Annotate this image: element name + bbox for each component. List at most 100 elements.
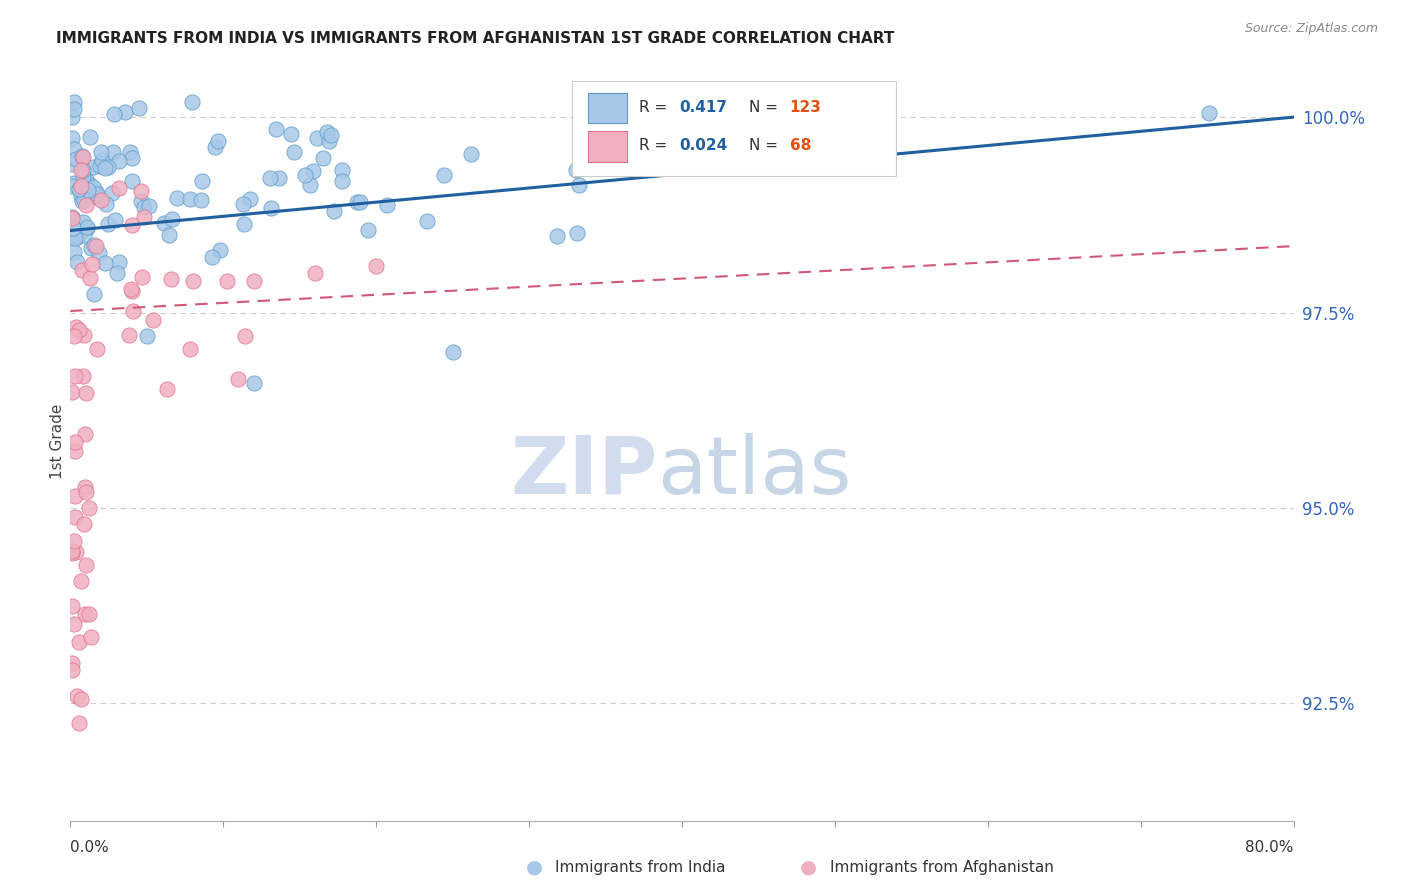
Point <box>105 266 128 280</box>
Text: Immigrants from Afghanistan: Immigrants from Afghanistan <box>830 860 1053 874</box>
Point <box>66 229 89 244</box>
Point <box>312 151 335 165</box>
Point <box>80 631 103 645</box>
Point <box>84 189 107 203</box>
Point <box>160 212 183 227</box>
Point <box>107 154 129 169</box>
Point <box>60 110 83 124</box>
Point <box>208 244 231 258</box>
Point <box>460 147 482 161</box>
Point <box>416 213 439 227</box>
Point <box>243 274 266 288</box>
Point <box>70 262 93 277</box>
Point <box>94 255 117 269</box>
Point <box>83 238 105 252</box>
Point <box>65 152 87 166</box>
Text: 0.0%: 0.0% <box>70 840 110 855</box>
Point <box>153 216 176 230</box>
Text: 80.0%: 80.0% <box>1246 840 1294 855</box>
Point <box>166 191 188 205</box>
Point <box>100 186 122 200</box>
Point <box>60 157 83 171</box>
Point <box>179 193 201 207</box>
Point <box>131 270 153 285</box>
Point <box>76 183 98 197</box>
Text: ●: ● <box>526 857 543 877</box>
Point <box>366 259 388 273</box>
Text: ZIP: ZIP <box>510 433 658 511</box>
Point <box>302 164 325 178</box>
Point <box>73 194 96 208</box>
Point <box>62 142 84 156</box>
Point <box>63 617 86 632</box>
Point <box>69 574 91 589</box>
Point <box>77 500 100 515</box>
Point <box>60 663 83 677</box>
Point <box>60 599 83 613</box>
Point <box>207 135 229 149</box>
Point <box>72 369 94 384</box>
Point <box>239 192 262 206</box>
Point <box>67 635 90 649</box>
Point <box>87 245 110 260</box>
Point <box>226 372 249 386</box>
Point <box>62 102 84 116</box>
Point <box>305 131 328 145</box>
Point <box>89 159 111 173</box>
Text: R =: R = <box>640 100 672 115</box>
Point <box>63 176 86 190</box>
Point <box>63 231 86 245</box>
Point <box>569 153 592 167</box>
Point <box>565 162 588 177</box>
Point <box>86 187 108 202</box>
Point <box>546 228 568 243</box>
Point <box>60 210 83 224</box>
Y-axis label: 1st Grade: 1st Grade <box>49 404 65 479</box>
Point <box>215 274 238 288</box>
Point <box>318 134 340 148</box>
Point <box>60 227 83 242</box>
Point <box>121 174 143 188</box>
Point <box>129 184 152 198</box>
Point <box>243 376 266 390</box>
Text: IMMIGRANTS FROM INDIA VS IMMIGRANTS FROM AFGHANISTAN 1ST GRADE CORRELATION CHART: IMMIGRANTS FROM INDIA VS IMMIGRANTS FROM… <box>56 31 894 46</box>
Point <box>128 101 150 115</box>
Point <box>66 230 89 244</box>
Point <box>75 172 97 186</box>
Point <box>304 267 326 281</box>
Point <box>73 328 96 343</box>
Point <box>72 163 94 178</box>
Point <box>157 227 180 242</box>
Point <box>134 200 156 214</box>
Point <box>568 178 591 193</box>
Point <box>565 226 588 240</box>
Point <box>79 130 101 145</box>
Point <box>70 692 93 706</box>
Point <box>60 656 83 670</box>
FancyBboxPatch shape <box>588 131 627 161</box>
Text: R =: R = <box>640 138 672 153</box>
FancyBboxPatch shape <box>572 81 896 177</box>
Point <box>70 189 93 203</box>
Point <box>75 485 97 500</box>
Point <box>75 198 97 212</box>
Point <box>60 178 83 193</box>
Point <box>67 323 90 337</box>
Point <box>63 95 86 109</box>
Point <box>260 202 283 216</box>
Point <box>156 382 179 396</box>
Point <box>269 171 291 186</box>
Text: 123: 123 <box>790 100 821 115</box>
Point <box>82 180 104 194</box>
Point <box>63 368 86 383</box>
Point <box>349 194 371 209</box>
Point <box>90 145 112 159</box>
Point <box>330 174 353 188</box>
Point <box>73 607 96 621</box>
Point <box>65 319 87 334</box>
Point <box>82 257 104 271</box>
Point <box>60 544 83 558</box>
Point <box>77 186 100 201</box>
Point <box>283 145 305 159</box>
Point <box>65 545 87 559</box>
